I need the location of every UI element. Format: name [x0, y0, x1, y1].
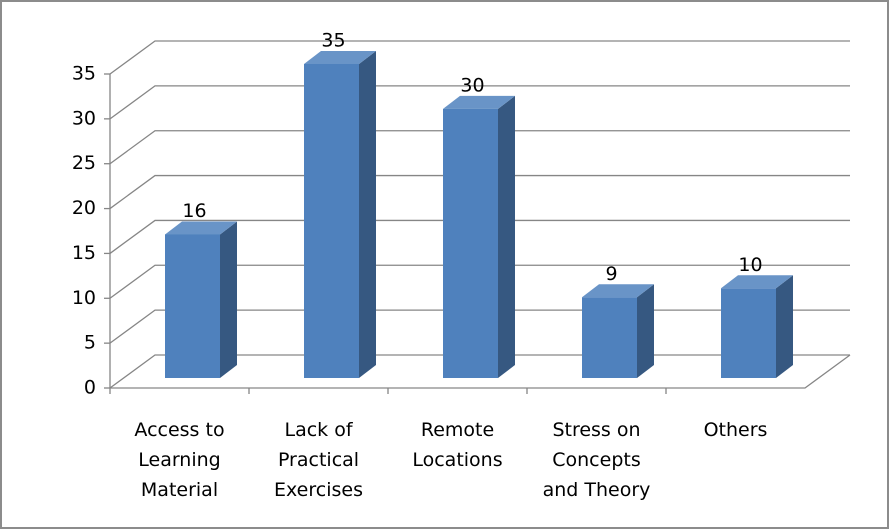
y-tick-label: 0	[84, 377, 96, 399]
value-label: 9	[605, 263, 617, 285]
y-tick-label: 15	[72, 242, 96, 264]
bar-top	[721, 275, 793, 289]
x-tick-label: Remote Locations	[412, 419, 502, 471]
bar	[165, 234, 220, 378]
y-tick-label: 25	[72, 152, 96, 174]
y-tick-label: 5	[84, 332, 96, 354]
grid-line	[109, 264, 850, 299]
bar-side	[359, 51, 376, 378]
floor-edge	[110, 354, 851, 389]
bar-top	[165, 221, 237, 235]
grid-line	[109, 40, 850, 75]
x-tick-label: Access to Learning Material	[134, 419, 224, 501]
bar-top	[582, 284, 654, 298]
bar-top	[304, 51, 376, 64]
grid-line	[109, 219, 850, 254]
value-label: 16	[182, 200, 206, 222]
bar	[443, 108, 498, 378]
bar	[582, 297, 637, 378]
y-tick-label: 20	[72, 197, 96, 219]
y-tick-label: 10	[72, 287, 96, 309]
bar-top	[443, 95, 515, 109]
x-tick-label: Stress on Concepts and Theory	[543, 419, 651, 501]
y-tick-label: 35	[72, 63, 96, 85]
value-label: 35	[321, 30, 345, 52]
value-label: 10	[738, 254, 762, 276]
grid-line	[109, 85, 850, 120]
bar-side	[776, 275, 793, 378]
y-tick-label: 30	[72, 107, 96, 129]
bar-side	[637, 284, 654, 378]
bar	[304, 64, 359, 378]
bar-side	[498, 95, 515, 378]
grid-line	[109, 174, 850, 210]
x-tick-label: Lack of Practical Exercises	[274, 419, 363, 501]
grid-line	[109, 130, 850, 165]
bar-side	[220, 221, 237, 378]
value-label: 30	[460, 74, 484, 96]
bar	[721, 288, 776, 378]
x-tick-label: Others	[704, 419, 768, 441]
